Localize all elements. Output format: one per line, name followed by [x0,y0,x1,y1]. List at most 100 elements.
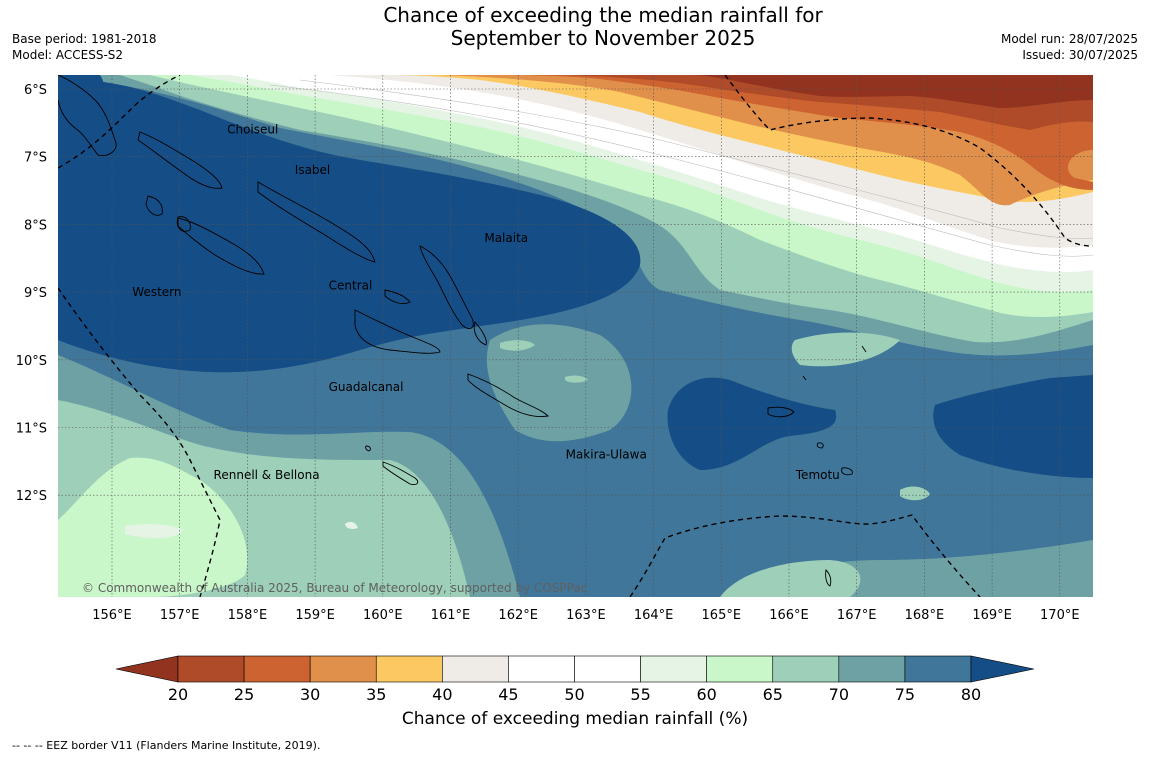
colorbar-tick-label: 20 [168,685,188,704]
region-80-east [933,375,1093,478]
colorbar-tick-label: 25 [234,685,254,704]
colorbar-segment [838,655,906,683]
island-choiseul [137,131,223,189]
island-utupua [841,467,853,476]
colorbar-segment [243,655,311,683]
model-name: Model: ACCESS-S2 [12,48,124,62]
model-run: Model run: 28/07/2025 [1000,32,1138,46]
longitude-label: 165°E [702,608,742,623]
island-makira [467,373,549,417]
latitude-label: 8°S [24,218,47,233]
island-anuta [825,569,832,587]
colorbar-tick-label: 80 [961,685,981,704]
island-guadalcanal [354,309,441,354]
eez-border-northwest [58,75,181,169]
colorbar-tick-label: 60 [696,685,716,704]
latitude-labels: 6°S 7°S 8°S 9°S 10°S 11°S 12°S [16,83,47,504]
place-label: Temotu [795,468,840,482]
region-80-west-2 [58,115,641,373]
region-65-70-patch-3 [565,375,588,383]
region-65-70-patch-2 [500,340,535,351]
longitude-label: 160°E [363,608,403,623]
region-70-75-central [486,324,632,442]
longitude-label: 167°E [837,608,877,623]
island-santa-cruz [767,406,795,418]
eez-border-west [58,287,221,597]
region-65-70-patch-4 [900,486,930,501]
colorbar-tick-label: 35 [366,685,386,704]
place-label: Rennell & Bellona [214,468,320,482]
colorbar-segment [772,655,840,683]
eez-borders [58,75,1093,597]
longitude-label: 164°E [634,608,674,623]
latitude-label: 6°S [24,83,47,98]
colorbar-extend-low [115,655,179,683]
latitude-label: 11°S [16,422,47,437]
title-line-2: September to November 2025 [450,26,756,50]
longitude-label: 162°E [498,608,538,623]
longitude-label: 161°E [431,608,471,623]
colorbar-segment [574,655,641,683]
latitude-label: 7°S [24,151,47,166]
island-rennell [382,461,419,485]
island-kolombangara [176,216,191,232]
colorbar-tick-label: 75 [895,685,915,704]
colorbar-segment [375,655,443,683]
contour-lines [269,79,1093,257]
footnote: -- -- -- EEZ border V11 (Flanders Marine… [12,739,321,752]
colorbar-segment [177,655,245,683]
title-line-1: Chance of exceeding the median rainfall … [383,3,823,27]
island-reef-1 [802,375,807,381]
place-label: Western [132,285,181,299]
island-bellona [365,445,371,452]
place-label: Central [329,278,373,292]
colorbar-tick-label: 40 [432,685,452,704]
run-info: Model run: 28/07/2025 Issued: 30/07/2025 [1001,31,1138,63]
island-small-malaita [473,321,487,346]
region-65-70-patch [791,332,900,367]
colorbar: 20 25 30 35 40 45 50 55 60 65 70 75 80 [115,655,1035,704]
latitude-label: 10°S [16,354,47,369]
copyright-text: © Commonwealth of Australia 2025, Bureau… [82,581,587,595]
island-malaita [419,245,474,329]
region-55-60-patch-5 [345,521,358,529]
islands [58,75,867,587]
colorbar-tick-label: 30 [300,685,320,704]
base-period: Base period: 1981-2018 [12,32,157,46]
map-area: Choiseul Isabel Malaita Western Central Guada… [58,75,1093,597]
island-bougainville [58,75,117,157]
colorbar-segment [442,655,509,683]
region-80-temotu [667,377,837,470]
colorbar-segment [706,655,774,683]
colorbar-label: Chance of exceeding median rainfall (%) [401,709,749,729]
colorbar-tick-label: 55 [630,685,650,704]
place-labels: Choiseul Isabel Malaita Western Central Guada… [132,123,839,482]
island-vanikoro [816,442,824,449]
longitude-label: 166°E [769,608,809,623]
region-55-60-south-patch [125,524,183,539]
longitude-label: 168°E [905,608,945,623]
region-80-northwest [58,75,105,111]
island-reef-2 [861,345,867,353]
longitude-label: 170°E [1040,608,1080,623]
colorbar-segment [904,655,972,683]
model-info: Base period: 1981-2018 Model: ACCESS-S2 [12,31,157,63]
longitude-label: 159°E [295,608,335,623]
longitude-label: 163°E [566,608,606,623]
latitude-label: 12°S [16,489,47,504]
island-new-georgia [177,217,265,275]
longitude-label: 158°E [228,608,268,623]
colorbar-segment [309,655,377,683]
latitude-label: 9°S [24,286,47,301]
island-isabel [257,181,376,263]
colorbar-segment [508,655,575,683]
place-label: Isabel [295,163,330,177]
place-label: Guadalcanal [329,380,404,394]
gridlines [58,75,1093,597]
region-65-70-se-patch [720,560,861,597]
eez-border-south [629,514,981,597]
colorbar-tick-label: 70 [829,685,849,704]
longitude-label: 156°E [92,608,132,623]
longitude-label: 157°E [160,608,200,623]
